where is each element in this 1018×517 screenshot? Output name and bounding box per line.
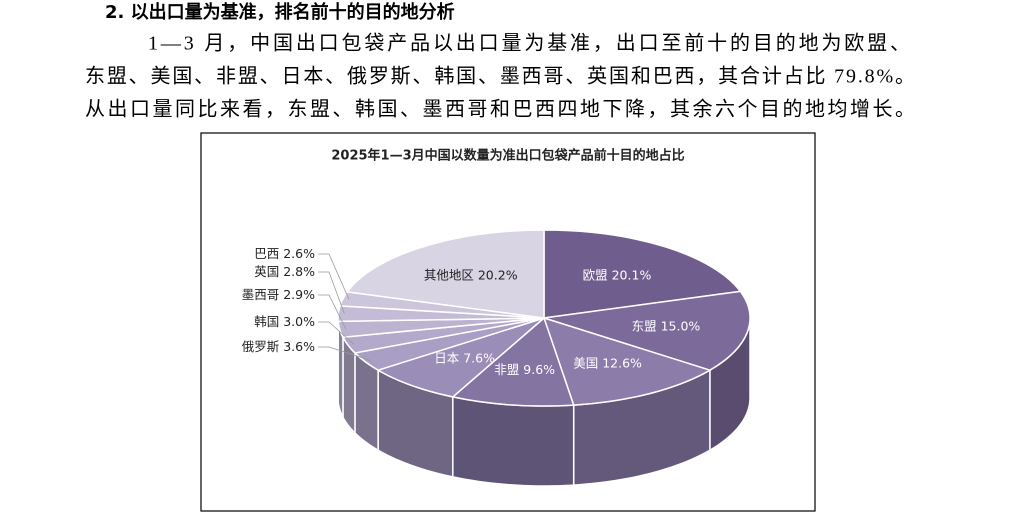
label-value: 2.6% <box>283 246 315 261</box>
label-category: 巴西 <box>254 246 279 261</box>
label-category: 墨西哥 <box>242 287 280 302</box>
chart-title: 2025年1—3月中国以数量为准出口包袋产品前十目的地占比 <box>331 148 684 164</box>
paragraph-line: 东盟、美国、非盟、日本、俄罗斯、韩国、墨西哥、英国和巴西，其合计占比 79.8%… <box>85 65 915 88</box>
data-label: 韩国 3.0% <box>254 314 315 329</box>
pie-slice <box>543 229 742 319</box>
label-category: 日本 <box>434 350 460 365</box>
chart-frame <box>200 132 816 512</box>
pie-slice <box>376 317 545 398</box>
label-value: 12.6% <box>602 355 642 370</box>
leader-line <box>318 253 350 300</box>
label-value: 7.6% <box>463 350 495 365</box>
leader-line <box>318 346 371 361</box>
data-label: 英国 2.8% <box>254 264 315 279</box>
leader-line <box>318 271 345 314</box>
data-label: 日本 7.6% <box>434 350 495 365</box>
data-label: 欧盟 20.1% <box>583 267 652 282</box>
label-value: 20.2% <box>478 267 518 282</box>
data-label: 美国 12.6% <box>573 355 642 370</box>
label-category: 英国 <box>254 264 279 279</box>
pie-slice <box>542 316 712 406</box>
label-value: 3.6% <box>283 339 315 354</box>
label-category: 俄罗斯 <box>242 339 280 354</box>
data-label: 东盟 15.0% <box>632 318 701 333</box>
data-label: 其他地区 20.2% <box>424 267 518 282</box>
label-value: 2.8% <box>283 264 315 279</box>
data-label: 巴西 2.6% <box>254 246 315 261</box>
leader-line <box>318 294 347 330</box>
pie-slice <box>543 290 751 371</box>
label-category: 韩国 <box>254 314 279 329</box>
label-category: 美国 <box>573 355 598 370</box>
data-label: 俄罗斯 3.6% <box>242 339 315 354</box>
paragraph-line: 1—3 月，中国出口包袋产品以出口量为基准，出口至前十的目的地为欧盟、 <box>148 32 910 55</box>
section-heading: 2. 以出口量为基准，排名前十的目的地分析 <box>105 1 455 23</box>
paragraph-line: 从出口量同比来看，东盟、韩国、墨西哥和巴西四地下降，其余六个目的地均增长。 <box>85 98 915 121</box>
label-value: 9.6% <box>523 362 555 377</box>
pie-slice <box>345 229 545 319</box>
slice-side <box>452 395 575 487</box>
leader-line <box>318 321 355 345</box>
label-value: 15.0% <box>661 318 701 333</box>
label-value: 2.9% <box>283 287 315 302</box>
label-value: 20.1% <box>612 267 652 282</box>
pie-slice <box>451 316 575 407</box>
label-category: 其他地区 <box>424 267 474 282</box>
data-label: 非盟 9.6% <box>494 362 555 377</box>
label-category: 东盟 <box>632 318 657 333</box>
data-label: 墨西哥 2.9% <box>242 287 315 302</box>
label-category: 欧盟 <box>583 267 608 282</box>
label-value: 3.0% <box>283 314 315 329</box>
label-category: 非盟 <box>494 362 519 377</box>
